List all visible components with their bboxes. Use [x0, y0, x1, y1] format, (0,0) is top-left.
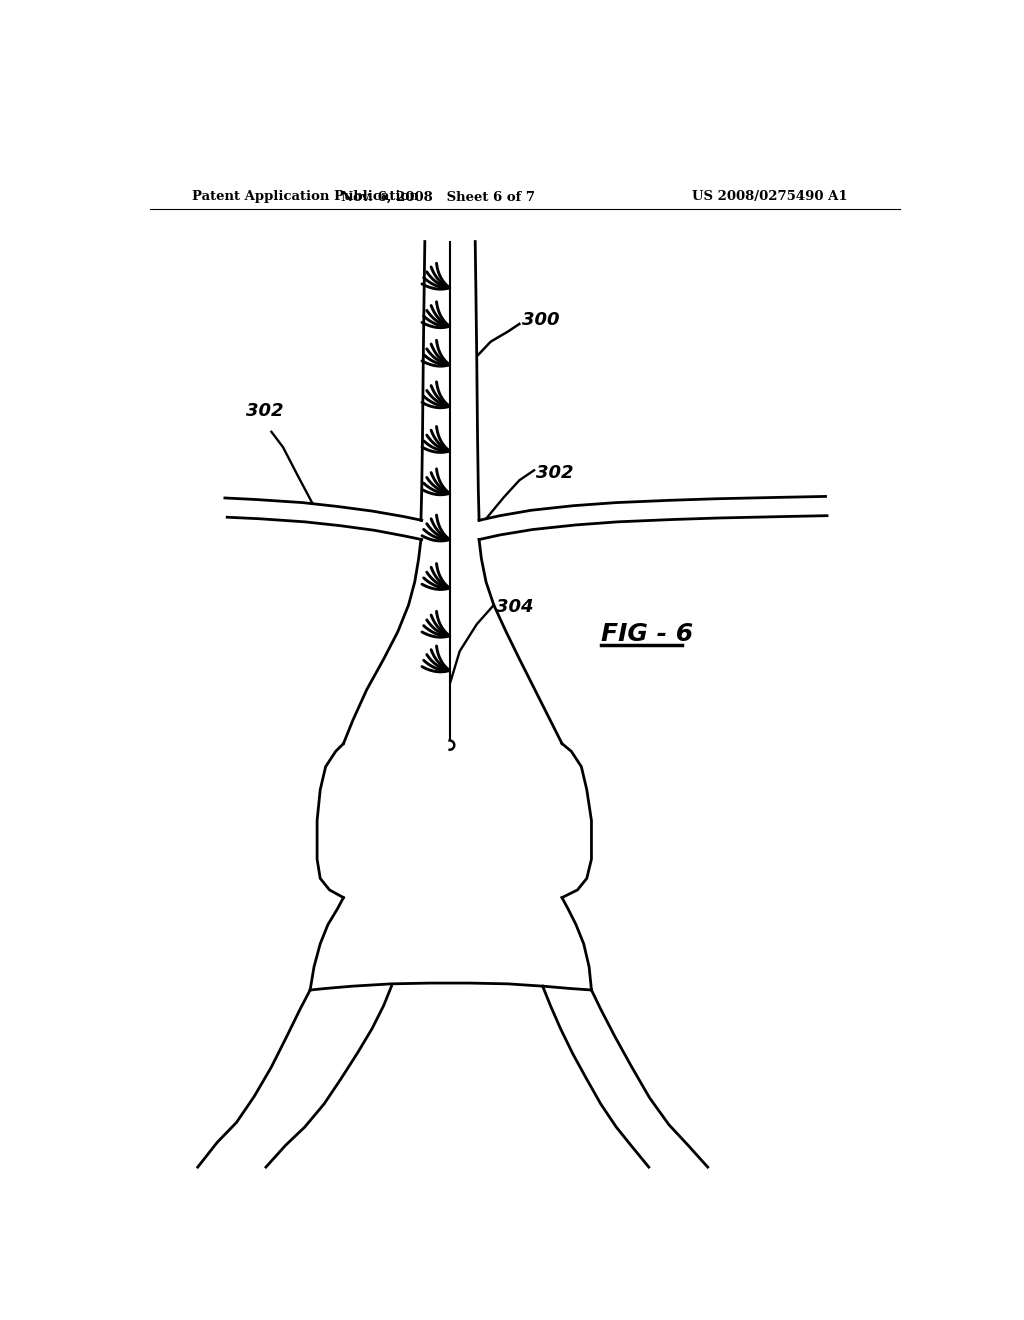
Text: Patent Application Publication: Patent Application Publication — [191, 190, 418, 203]
Text: US 2008/0275490 A1: US 2008/0275490 A1 — [692, 190, 848, 203]
Text: 304: 304 — [496, 598, 534, 615]
Text: 302: 302 — [537, 463, 573, 482]
Text: Nov. 6, 2008   Sheet 6 of 7: Nov. 6, 2008 Sheet 6 of 7 — [341, 190, 535, 203]
Text: FIG - 6: FIG - 6 — [601, 622, 693, 647]
Text: 300: 300 — [521, 312, 559, 329]
Text: 302: 302 — [246, 403, 284, 420]
